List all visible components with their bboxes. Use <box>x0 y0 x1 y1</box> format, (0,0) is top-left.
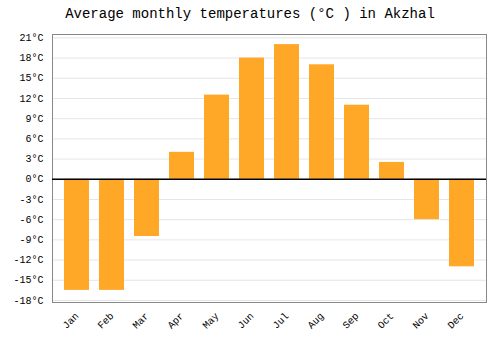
svg-text:May: May <box>201 311 222 332</box>
svg-text:-9°C: -9°C <box>19 235 43 246</box>
svg-text:18°C: 18°C <box>19 53 43 64</box>
svg-text:-15°C: -15°C <box>13 275 43 286</box>
svg-text:Feb: Feb <box>96 311 117 332</box>
svg-text:Mar: Mar <box>131 311 152 332</box>
svg-text:Jul: Jul <box>271 311 292 332</box>
svg-text:-18°C: -18°C <box>13 296 43 307</box>
svg-text:-3°C: -3°C <box>19 195 43 206</box>
svg-text:Oct: Oct <box>376 311 397 332</box>
svg-text:-12°C: -12°C <box>13 255 43 266</box>
svg-text:-6°C: -6°C <box>19 215 43 226</box>
svg-text:Nov: Nov <box>411 311 432 332</box>
html-text:Average monthly temperatures (: Average monthly temperatures (°C ) in Ak… <box>65 6 435 22</box>
svg-text:12°C: 12°C <box>19 94 43 105</box>
svg-text:21°C: 21°C <box>19 33 43 44</box>
svg-text:Apr: Apr <box>166 311 187 332</box>
svg-text:3°C: 3°C <box>25 154 43 165</box>
svg-text:Dec: Dec <box>446 311 467 332</box>
svg-text:9°C: 9°C <box>25 114 43 125</box>
svg-text:0°C: 0°C <box>25 174 43 185</box>
svg-text:15°C: 15°C <box>19 73 43 84</box>
svg-text:Aug: Aug <box>306 311 327 332</box>
svg-text:6°C: 6°C <box>25 134 43 145</box>
svg-text:Jun: Jun <box>236 311 257 332</box>
svg-text:Jan: Jan <box>61 311 82 332</box>
svg-text:Sep: Sep <box>341 311 362 332</box>
